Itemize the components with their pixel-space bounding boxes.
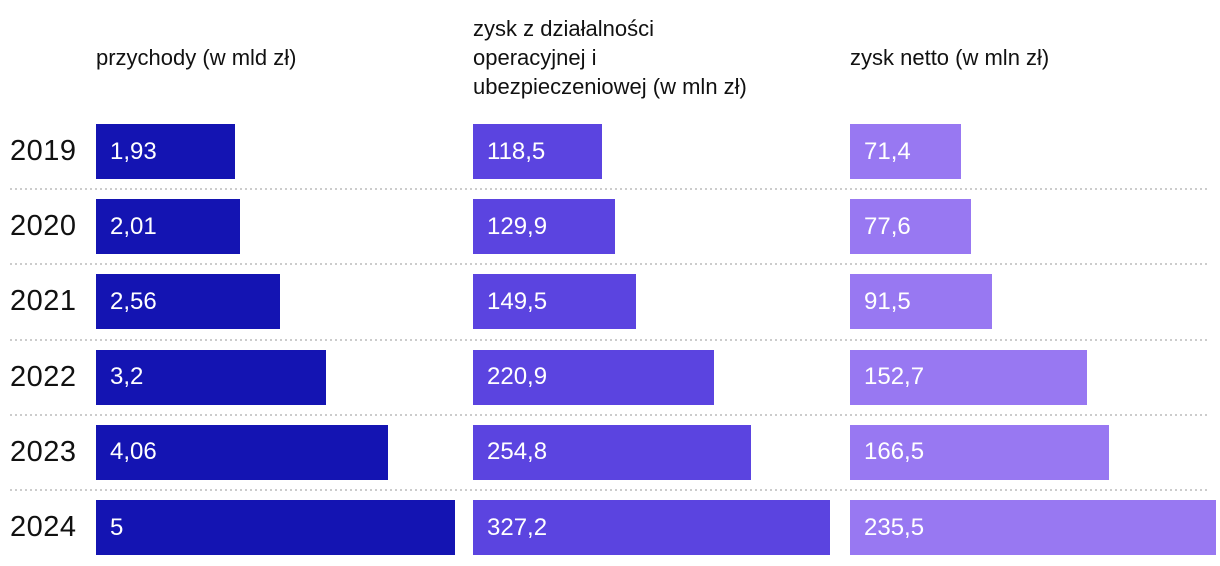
bar-cell: 77,6 [850,199,1220,255]
year-label: 2022 [10,360,77,393]
chart-row-2023: 2023 4,06 254,8 166,5 [0,416,1220,489]
chart-row-2024: 2024 5 327,2 235,5 [0,491,1220,564]
bar-value-label: 2,56 [110,287,157,315]
row-separator [10,263,1210,266]
bar-cell: 118,5 [473,124,850,180]
bar-cell: 71,4 [850,124,1220,180]
bar-value-label: 71,4 [864,137,911,165]
bar-value-label: 91,5 [864,287,911,315]
year-label: 2020 [10,210,77,243]
bar-2022-series-2: 152,7 [850,349,1087,405]
bar-cell: 1,93 [96,124,473,180]
bar-value-label: 129,9 [487,212,548,240]
bar-cell: 220,9 [473,349,850,405]
row-separator [10,413,1210,416]
bar-value-label: 3,2 [110,363,144,391]
bar-cell: 129,9 [473,199,850,255]
bar-value-label: 149,5 [487,287,548,315]
chart-row-2022: 2022 3,2 220,9 152,7 [0,341,1220,414]
bar-2020-series-0: 2,01 [96,199,240,255]
bar-2024-series-0: 5 [96,500,455,556]
bar-2020-series-2: 77,6 [850,199,971,255]
bar-2022-series-1: 220,9 [473,349,714,405]
year-label: 2023 [10,435,77,468]
bar-2024-series-1: 327,2 [473,500,830,556]
chart-row-2019: 2019 1,93 118,5 71,4 [0,115,1220,188]
bar-cell: 254,8 [473,424,850,480]
bar-2023-series-1: 254,8 [473,424,751,480]
bar-2021-series-1: 149,5 [473,274,636,330]
bar-2023-series-2: 166,5 [850,424,1109,480]
bar-2019-series-0: 1,93 [96,124,235,180]
bar-2024-series-2: 235,5 [850,500,1216,556]
bar-2023-series-0: 4,06 [96,424,388,480]
bar-cell: 327,2 [473,500,850,556]
bar-cell: 3,2 [96,349,473,405]
bar-value-label: 5 [110,513,124,541]
column-header-przychody: przychody (w mld zł) [96,45,297,70]
bar-2020-series-1: 129,9 [473,199,615,255]
bar-cell: 91,5 [850,274,1220,330]
column-header-zysk-operacyjny: zysk z działalności operacyjnej i ubezpi… [473,16,747,99]
bar-cell: 235,5 [850,500,1220,556]
chart-row-2021: 2021 2,56 149,5 91,5 [0,265,1220,338]
bar-cell: 152,7 [850,349,1220,405]
bar-value-label: 254,8 [487,438,548,466]
year-label: 2024 [10,511,77,544]
bar-value-label: 166,5 [864,438,925,466]
bar-cell: 5 [96,500,473,556]
row-separator [10,488,1210,491]
bar-value-label: 77,6 [864,212,911,240]
bar-cell: 4,06 [96,424,473,480]
chart-header-row: przychody (w mld zł) zysk z działalności… [0,0,1220,115]
bar-cell: 149,5 [473,274,850,330]
bar-value-label: 235,5 [864,513,925,541]
bar-cell: 2,56 [96,274,473,330]
row-separator [10,338,1210,341]
chart-row-2020: 2020 2,01 129,9 77,6 [0,190,1220,263]
bar-value-label: 327,2 [487,513,548,541]
bar-2022-series-0: 3,2 [96,349,326,405]
bar-2021-series-2: 91,5 [850,274,992,330]
bar-2019-series-2: 71,4 [850,124,961,180]
bar-value-label: 220,9 [487,363,548,391]
row-separator [10,188,1210,191]
bar-2021-series-0: 2,56 [96,274,280,330]
year-label: 2019 [10,135,77,168]
column-header-zysk-netto: zysk netto (w mln zł) [850,45,1050,70]
bar-value-label: 1,93 [110,137,157,165]
bar-value-label: 2,01 [110,212,157,240]
bar-2019-series-1: 118,5 [473,124,602,180]
year-label: 2021 [10,285,77,318]
bar-value-label: 118,5 [487,137,546,165]
bar-value-label: 4,06 [110,438,157,466]
bar-cell: 166,5 [850,424,1220,480]
bar-cell: 2,01 [96,199,473,255]
chart-rows: 2019 1,93 118,5 71,4 2020 2,01 129,9 77,6 2021 2,… [0,115,1220,564]
bar-value-label: 152,7 [864,363,925,391]
